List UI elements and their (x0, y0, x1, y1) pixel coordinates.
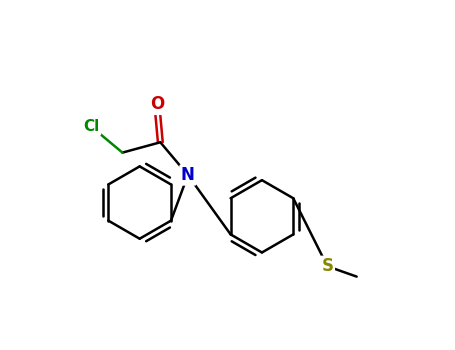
Text: Cl: Cl (83, 119, 100, 134)
Text: O: O (150, 96, 164, 113)
Text: N: N (181, 166, 195, 184)
Text: S: S (321, 257, 334, 275)
